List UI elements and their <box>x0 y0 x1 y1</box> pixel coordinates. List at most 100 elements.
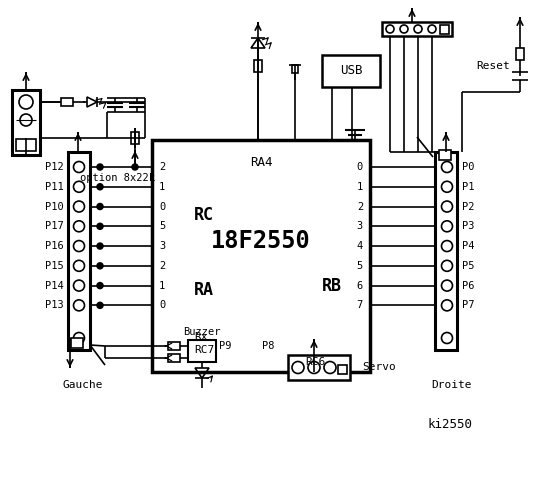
Bar <box>440 25 449 34</box>
Bar <box>338 365 347 374</box>
Text: Droite: Droite <box>431 380 471 390</box>
Circle shape <box>441 280 452 291</box>
Text: 6: 6 <box>357 281 363 290</box>
Text: Buzzer: Buzzer <box>183 327 221 337</box>
Text: Rx: Rx <box>194 332 207 342</box>
Text: P17: P17 <box>45 221 64 231</box>
Text: P13: P13 <box>45 300 64 311</box>
Text: P0: P0 <box>462 162 474 172</box>
Text: USB: USB <box>340 64 362 77</box>
Circle shape <box>441 221 452 232</box>
Text: P11: P11 <box>45 182 64 192</box>
Text: 7: 7 <box>357 300 363 311</box>
Circle shape <box>74 260 85 271</box>
Circle shape <box>20 114 32 126</box>
Text: ki2550: ki2550 <box>427 419 472 432</box>
Circle shape <box>441 201 452 212</box>
Circle shape <box>97 264 102 268</box>
Text: 1: 1 <box>357 182 363 192</box>
Text: Gauche: Gauche <box>62 380 103 390</box>
Bar <box>516 48 524 60</box>
Text: P7: P7 <box>462 300 474 311</box>
Circle shape <box>97 165 102 169</box>
Text: P10: P10 <box>45 202 64 212</box>
Text: P15: P15 <box>45 261 64 271</box>
Circle shape <box>441 300 452 311</box>
Circle shape <box>97 283 102 288</box>
Circle shape <box>441 260 452 271</box>
Bar <box>288 355 350 380</box>
Text: P2: P2 <box>462 202 474 212</box>
Text: 18F2550: 18F2550 <box>211 229 311 253</box>
Text: RC6: RC6 <box>305 357 325 367</box>
Text: 2: 2 <box>159 162 165 172</box>
Circle shape <box>97 204 102 209</box>
Text: RC7: RC7 <box>194 345 214 355</box>
Text: RA: RA <box>194 281 214 299</box>
Circle shape <box>97 303 102 308</box>
Text: 5: 5 <box>159 221 165 231</box>
Text: RB: RB <box>322 277 342 295</box>
Text: 2: 2 <box>357 202 363 212</box>
Circle shape <box>386 25 394 33</box>
Text: P14: P14 <box>45 281 64 290</box>
Bar <box>382 22 452 36</box>
Text: Servo: Servo <box>362 362 396 372</box>
Text: P5: P5 <box>462 261 474 271</box>
Text: P6: P6 <box>462 281 474 290</box>
Text: 0: 0 <box>159 202 165 212</box>
Text: P4: P4 <box>462 241 474 251</box>
Circle shape <box>97 224 102 229</box>
Circle shape <box>324 361 336 373</box>
Bar <box>168 354 180 362</box>
Bar <box>131 132 139 144</box>
Text: 0: 0 <box>357 162 363 172</box>
Bar <box>188 340 216 362</box>
Circle shape <box>133 165 138 169</box>
Bar <box>168 342 180 350</box>
Bar <box>254 60 262 72</box>
Bar <box>152 140 370 372</box>
Circle shape <box>292 361 304 373</box>
Bar <box>61 98 73 106</box>
Bar <box>68 152 90 350</box>
Text: P3: P3 <box>462 221 474 231</box>
Circle shape <box>414 25 422 33</box>
Circle shape <box>74 240 85 252</box>
Circle shape <box>97 184 102 189</box>
Text: 1: 1 <box>159 281 165 290</box>
Circle shape <box>441 181 452 192</box>
Text: 3: 3 <box>357 221 363 231</box>
Circle shape <box>74 201 85 212</box>
Text: Reset: Reset <box>476 61 510 71</box>
Circle shape <box>428 25 436 33</box>
Bar <box>292 65 298 73</box>
Circle shape <box>74 300 85 311</box>
Circle shape <box>74 221 85 232</box>
Text: 5: 5 <box>357 261 363 271</box>
Text: RC: RC <box>194 206 214 224</box>
Bar <box>71 338 83 348</box>
Bar <box>435 152 457 350</box>
Circle shape <box>74 181 85 192</box>
Circle shape <box>97 243 102 249</box>
Text: option 8x22k: option 8x22k <box>80 173 154 183</box>
Circle shape <box>19 95 33 109</box>
Circle shape <box>74 280 85 291</box>
Text: 1: 1 <box>159 182 165 192</box>
Text: RA4: RA4 <box>250 156 272 168</box>
Text: 0: 0 <box>159 300 165 311</box>
Circle shape <box>400 25 408 33</box>
Bar <box>16 139 36 151</box>
Text: P9: P9 <box>219 341 231 351</box>
Bar <box>439 150 451 160</box>
Text: P8: P8 <box>262 341 274 351</box>
Text: P1: P1 <box>462 182 474 192</box>
Text: P16: P16 <box>45 241 64 251</box>
Circle shape <box>74 161 85 172</box>
Circle shape <box>441 333 452 344</box>
Text: 3: 3 <box>159 241 165 251</box>
Circle shape <box>74 333 85 344</box>
Text: 2: 2 <box>159 261 165 271</box>
Circle shape <box>441 240 452 252</box>
